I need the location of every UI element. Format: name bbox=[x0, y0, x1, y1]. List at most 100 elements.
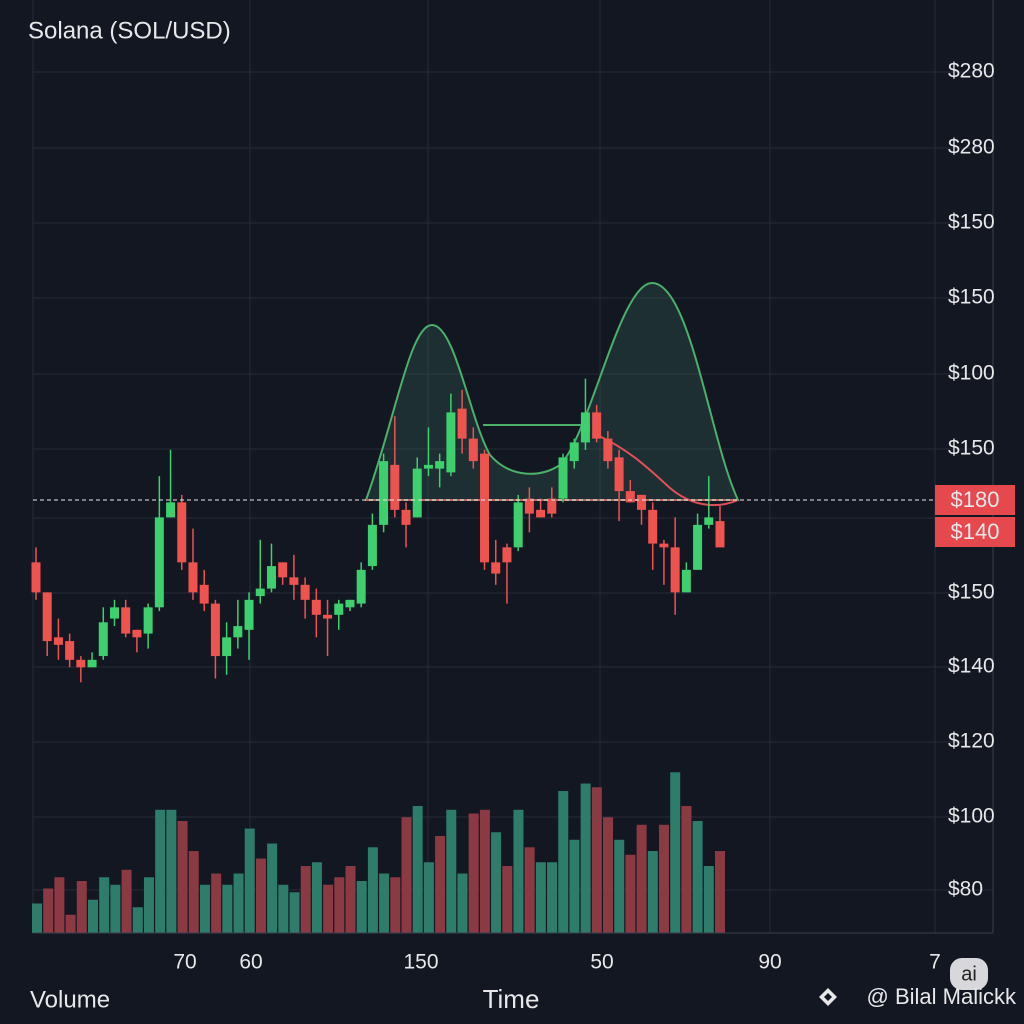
x-tick-label: 50 bbox=[590, 951, 613, 974]
grid bbox=[32, 0, 993, 933]
candle-body bbox=[390, 464, 400, 510]
candle-body bbox=[199, 584, 209, 604]
price-badge bbox=[935, 517, 1015, 547]
candle-body bbox=[289, 577, 299, 585]
volume-bar bbox=[244, 828, 255, 933]
volume-bar bbox=[670, 772, 681, 933]
candles bbox=[31, 378, 725, 683]
candle-body bbox=[592, 412, 602, 439]
volume-bar bbox=[323, 884, 334, 933]
volume-bar bbox=[647, 851, 658, 933]
ai-badge-label: ai bbox=[961, 963, 977, 985]
candle-body bbox=[367, 524, 377, 567]
candle-body bbox=[255, 588, 265, 597]
candle-body bbox=[648, 509, 658, 544]
volume-title: Volume bbox=[30, 986, 110, 1013]
y-tick-label: $100 bbox=[948, 805, 995, 828]
volume-bar bbox=[177, 821, 188, 933]
volume-bar bbox=[681, 806, 692, 933]
candle-body bbox=[65, 641, 75, 660]
volume-bar bbox=[367, 847, 378, 933]
pattern-overlay bbox=[364, 281, 740, 501]
candle-body bbox=[345, 599, 355, 608]
volume-bar bbox=[345, 866, 356, 933]
volume-bar bbox=[267, 843, 278, 933]
price-badge bbox=[935, 485, 1015, 515]
candle-body bbox=[166, 502, 176, 518]
y-tick-label: $80 bbox=[948, 878, 983, 901]
volume-bar bbox=[76, 881, 87, 933]
candle-body bbox=[558, 457, 568, 499]
volume-bar bbox=[356, 881, 367, 933]
x-tick-label: 90 bbox=[758, 951, 781, 974]
volume-bar bbox=[636, 824, 647, 933]
volume-bar bbox=[211, 873, 222, 933]
volume-bar bbox=[569, 839, 580, 933]
candle-body bbox=[704, 517, 714, 525]
x-axis-title: Time bbox=[483, 984, 540, 1014]
volume-bar bbox=[379, 873, 390, 933]
ai-badge bbox=[950, 958, 988, 990]
watermark-icon bbox=[819, 988, 837, 1006]
volume-bar bbox=[468, 813, 479, 933]
candle-body bbox=[423, 464, 433, 469]
volume-bar bbox=[300, 866, 311, 933]
candle-body bbox=[154, 517, 164, 608]
candle-body bbox=[300, 584, 310, 600]
candle-body bbox=[468, 438, 478, 462]
candle-body bbox=[311, 599, 321, 615]
x-tick-label: 70 bbox=[173, 951, 196, 974]
candle-body bbox=[177, 502, 187, 563]
volume-bar bbox=[435, 836, 446, 933]
y-tick-label: $120 bbox=[948, 730, 995, 753]
candle-body bbox=[446, 412, 456, 473]
volume-bar bbox=[87, 899, 98, 933]
candle-body bbox=[637, 494, 647, 510]
volume-bar bbox=[524, 847, 535, 933]
volume-bar bbox=[155, 809, 166, 933]
volume-bar bbox=[278, 884, 289, 933]
volume-bar bbox=[401, 817, 412, 933]
candle-body bbox=[693, 524, 703, 570]
candle-body bbox=[121, 607, 131, 634]
candle-body bbox=[715, 521, 725, 548]
y-tick-label: $150 bbox=[948, 286, 995, 309]
candle-body bbox=[547, 498, 557, 514]
volume-bar bbox=[54, 877, 65, 933]
candle-body bbox=[334, 603, 344, 615]
chart-title: Solana (SOL/USD) bbox=[28, 17, 231, 44]
volume-bar bbox=[446, 809, 457, 933]
candle-body bbox=[625, 491, 635, 503]
volume-bar bbox=[491, 832, 502, 933]
volume-bar bbox=[692, 821, 703, 933]
candle-body bbox=[670, 547, 680, 593]
volume-bar bbox=[188, 851, 199, 933]
volume-bar bbox=[457, 873, 468, 933]
watermark: @ Bilal Malickk bbox=[867, 984, 1017, 1009]
candle-body bbox=[76, 659, 86, 668]
candle-body bbox=[143, 607, 153, 634]
volume-bar bbox=[255, 858, 266, 933]
candle-body bbox=[323, 614, 333, 619]
candle-body bbox=[569, 442, 579, 462]
volume-bar bbox=[502, 866, 513, 933]
volume-bar bbox=[423, 862, 434, 933]
x-tick-label: 150 bbox=[403, 951, 438, 974]
y-tick-label: $280 bbox=[948, 136, 995, 159]
volume-bar bbox=[110, 884, 121, 933]
y-tick-label: $150 bbox=[948, 211, 995, 234]
volume-bar bbox=[580, 783, 591, 933]
volume-bar bbox=[513, 809, 524, 933]
candle-body bbox=[31, 562, 41, 593]
candle-body bbox=[266, 566, 276, 589]
candle-body bbox=[53, 637, 63, 645]
volume-bar bbox=[32, 903, 42, 933]
candle-body bbox=[379, 461, 389, 525]
volume-bar bbox=[479, 809, 490, 933]
candle-body bbox=[524, 498, 534, 514]
candle-body bbox=[356, 569, 366, 604]
price-badge-label: $180 bbox=[951, 487, 1000, 512]
volume-bar bbox=[547, 862, 558, 933]
candle-body bbox=[98, 622, 108, 657]
